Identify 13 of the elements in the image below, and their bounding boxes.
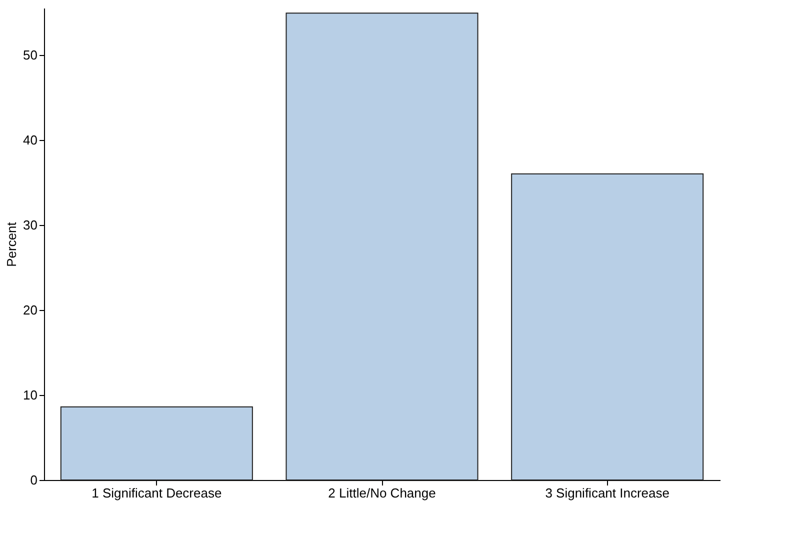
bar <box>511 173 704 480</box>
y-tick-label: 30 <box>23 217 38 232</box>
y-tick-label: 50 <box>23 47 38 62</box>
bar <box>60 406 253 480</box>
x-tick-label: 2 Little/No Change <box>328 486 436 500</box>
bar <box>286 12 478 480</box>
x-tick-label: 3 Significant Increase <box>545 486 670 500</box>
y-tick-label: 40 <box>23 132 38 148</box>
y-tick-label: 10 <box>23 387 38 402</box>
y-tick-label: 0 <box>30 472 38 488</box>
y-tick-label: 20 <box>23 302 38 318</box>
x-tick-label: 1 Significant Decrease <box>92 486 222 500</box>
y-axis-title: Percent <box>4 222 20 267</box>
